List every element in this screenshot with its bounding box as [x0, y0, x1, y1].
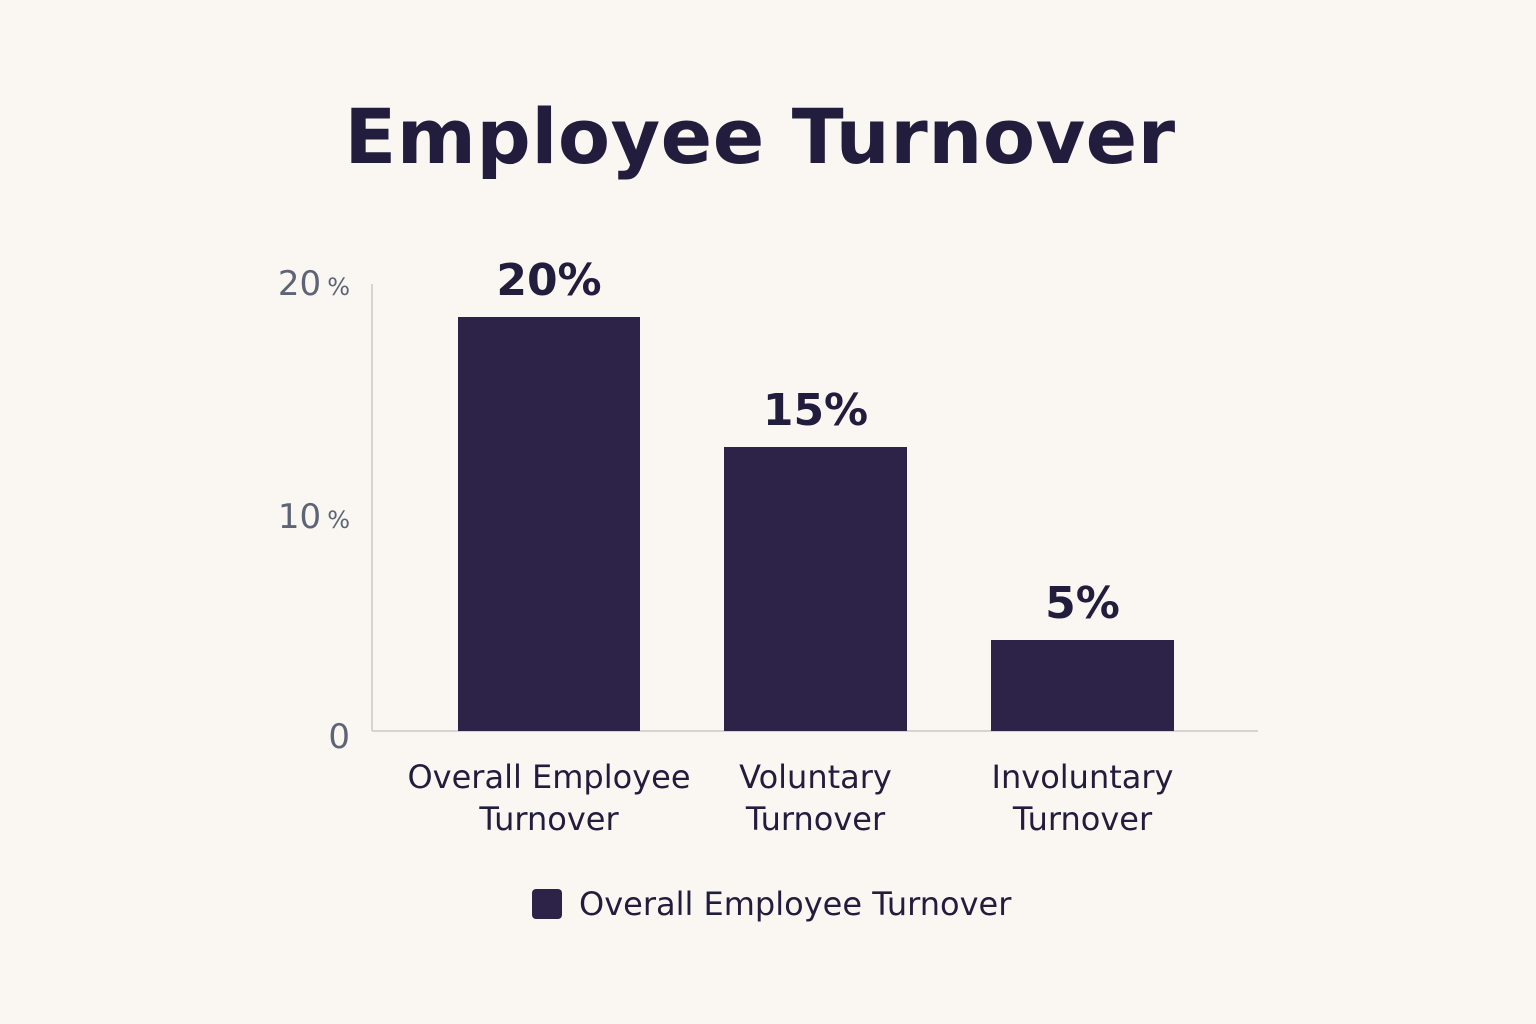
- y-tick-unit: %: [327, 273, 350, 301]
- x-category-label: Turnover: [745, 800, 886, 838]
- bar-value-label: 20%: [496, 255, 601, 306]
- x-category-label: Overall Employee: [407, 758, 690, 796]
- y-tick-unit: %: [327, 506, 350, 534]
- bar: [991, 640, 1174, 731]
- bar-value-label: 5%: [1045, 578, 1120, 629]
- bar: [458, 317, 640, 731]
- y-tick-value: 0: [328, 717, 350, 757]
- legend-swatch: [532, 889, 562, 919]
- y-tick-value: 10: [278, 497, 321, 537]
- x-category-label: Turnover: [1012, 800, 1153, 838]
- x-category-label: Involuntary: [992, 758, 1174, 796]
- bar: [724, 447, 907, 731]
- legend-label: Overall Employee Turnover: [579, 885, 1012, 923]
- x-category-label: Voluntary: [739, 758, 892, 796]
- x-category-label: Turnover: [478, 800, 619, 838]
- y-tick-label: 20%: [278, 264, 350, 304]
- y-tick-value: 20: [278, 264, 321, 304]
- y-tick-label: 0: [328, 717, 350, 757]
- bar-value-label: 15%: [763, 385, 868, 436]
- chart-title: Employee Turnover: [344, 92, 1176, 181]
- y-tick-label: 10%: [278, 497, 350, 537]
